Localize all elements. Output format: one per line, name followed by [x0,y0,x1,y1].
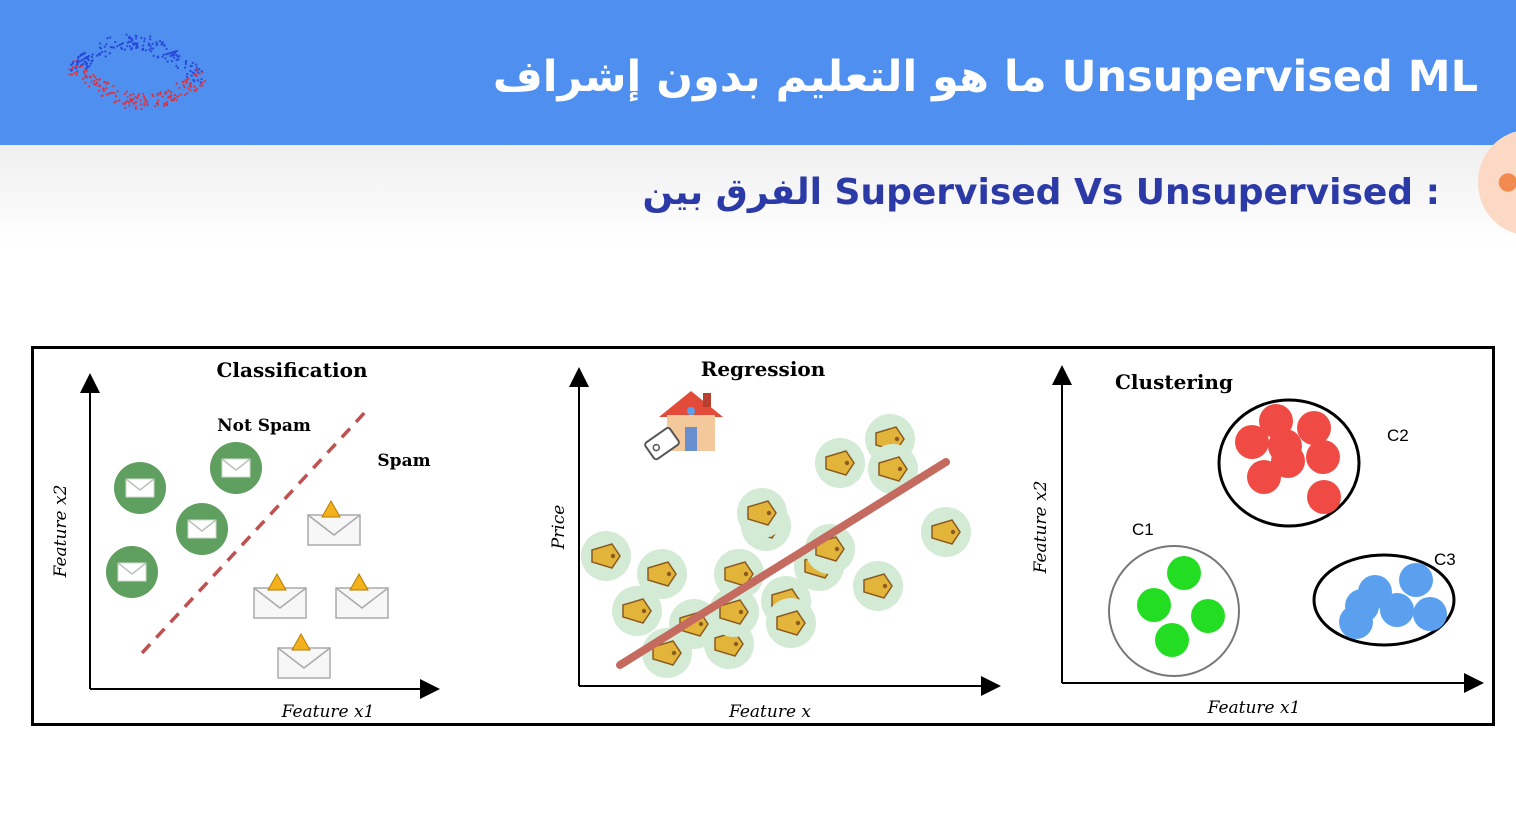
cluster-c3-point [1339,605,1373,639]
cluster-c1-point [1191,599,1225,633]
cluster-c2-point [1235,425,1269,459]
price-tag-icon [853,561,903,611]
header-bar: ما هو التعليم بدون إشراف Unsupervised ML [0,0,1516,145]
cluster-c2-point [1306,440,1340,474]
price-tag-icon [644,426,680,461]
cluster-c2-point [1247,460,1281,494]
cluster-c3-point [1399,563,1433,597]
dotted-wave-logo-icon [68,33,206,111]
clustering-title: Clustering [1115,370,1233,394]
cluster-c2-point [1297,411,1331,445]
section-subtitle: الفرق بين Supervised Vs Unsupervised : [642,172,1440,213]
classification-title: Classification [217,358,368,382]
envelope-icon [114,462,166,514]
regression-title: Regression [701,357,826,381]
warning-envelope-icon [335,572,389,619]
price-tag-icon [868,444,918,494]
cluster-c3-label: C3 [1434,550,1456,569]
subtitle-band [0,145,1516,245]
cluster-c2-point [1271,444,1305,478]
page-title: ما هو التعليم بدون إشراف Unsupervised ML [492,52,1478,102]
y-axis-label: Feature x2 [1031,481,1051,575]
price-tag-icon [921,507,971,557]
price-tag-icon [737,488,787,538]
spam-label: Spam [377,451,430,471]
price-tag-icon [815,438,865,488]
y-axis-label: Feature x2 [51,485,71,579]
cluster-c1-boundary [1108,545,1240,677]
regression-panel: Regression Feature x Price [494,349,1014,723]
x-axis-label: Feature x [728,702,811,722]
x-axis-label: Feature x1 [1207,698,1301,718]
not-spam-label: Not Spam [217,416,311,436]
decision-boundary [140,407,370,655]
envelope-icon [176,503,228,555]
cluster-c3-boundary [1312,553,1456,647]
cluster-c3-point [1413,597,1447,631]
cluster-c1-point [1167,556,1201,590]
regression-line [616,458,950,669]
price-tag-icon [766,598,816,648]
envelope-icon [106,546,158,598]
x-axis-label: Feature x1 [281,702,375,722]
price-tag-icon [612,586,662,636]
warning-envelope-icon [277,632,331,679]
cluster-c1-label: C1 [1132,520,1154,539]
clustering-panel: Clustering Feature x1 Feature x2 C2 C1 C… [1014,349,1492,723]
price-tag-icon [581,531,631,581]
warning-envelope-icon [253,572,307,619]
envelope-icon [210,442,262,494]
y-axis-label: Price [549,505,569,551]
cluster-c2-point [1307,480,1341,514]
cluster-c1-point [1137,588,1171,622]
cluster-c2-label: C2 [1387,426,1409,445]
cluster-c1-point [1155,623,1189,657]
cluster-c2-boundary [1217,398,1361,528]
cluster-c3-point [1380,593,1414,627]
warning-envelope-icon [307,499,361,546]
comparison-figure: Classification Not Spam Spam Feature x1 … [31,346,1495,726]
price-tag-icon [637,549,687,599]
classification-panel: Classification Not Spam Spam Feature x1 … [34,349,494,723]
